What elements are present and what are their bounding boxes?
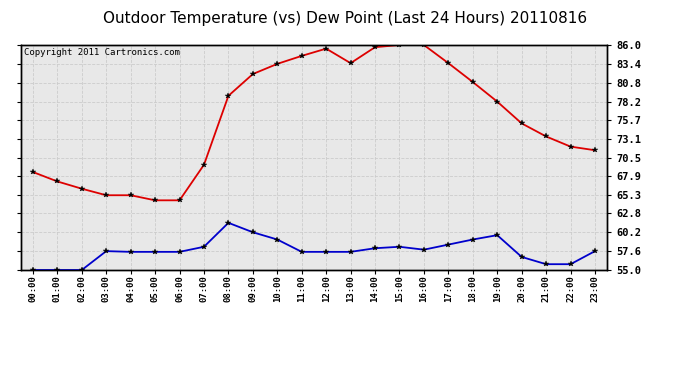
Text: Outdoor Temperature (vs) Dew Point (Last 24 Hours) 20110816: Outdoor Temperature (vs) Dew Point (Last… <box>103 11 587 26</box>
Text: Copyright 2011 Cartronics.com: Copyright 2011 Cartronics.com <box>23 48 179 57</box>
